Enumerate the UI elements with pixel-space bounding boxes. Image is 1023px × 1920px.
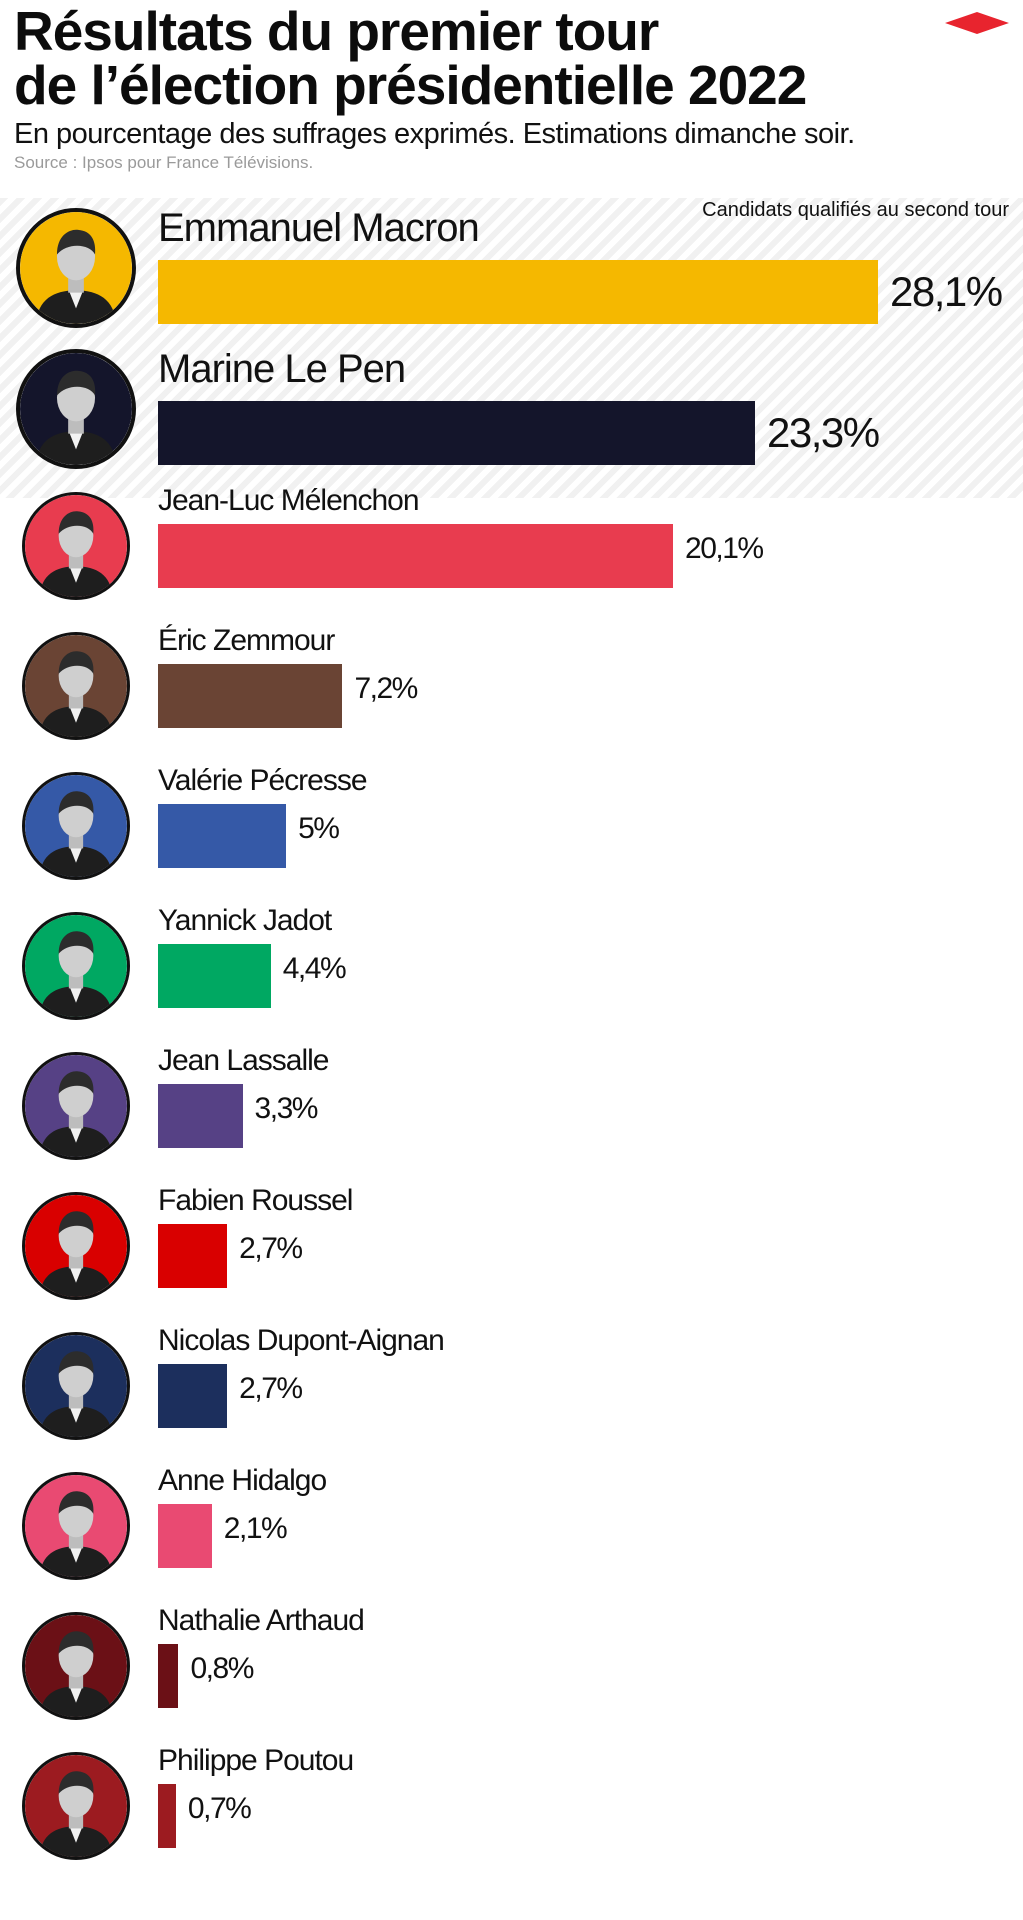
avatar-anne-hidalgo — [22, 1472, 130, 1580]
bar-fabien-roussel — [158, 1224, 228, 1288]
value-label: 4,4% — [282, 952, 347, 985]
chart-title: Résultats du premier tour de l’élection … — [14, 0, 974, 116]
value-label: 7,2% — [354, 672, 418, 705]
value-label: 0,8% — [190, 1652, 254, 1685]
chart-header: Résultats du premier tour de l’élection … — [14, 4, 974, 173]
candidate-row-nicolas-dupont-aignan: Nicolas Dupont-Aignan 2,7% — [0, 1320, 1023, 1460]
portrait-icon — [20, 212, 132, 324]
portrait-icon — [25, 635, 127, 737]
value-label: 0,7% — [187, 1792, 252, 1825]
avatar-jean-luc-melenchon — [22, 492, 130, 600]
value-label: 3,3% — [254, 1092, 319, 1125]
candidate-row-jean-lassalle: Jean Lassalle 3,3% — [0, 1040, 1023, 1180]
avatar-eric-zemmour — [22, 632, 130, 740]
candidate-bars: Emmanuel Macron 28,1% Marine Le Pen 23,3% Je… — [0, 198, 1023, 1880]
candidate-name: Nathalie Arthaud — [158, 1604, 365, 1637]
candidate-name: Philippe Poutou — [158, 1744, 354, 1777]
qualified-label: Candidats qualifiés au second tour — [702, 199, 1009, 221]
portrait-icon — [25, 1195, 127, 1297]
avatar-philippe-poutou — [22, 1752, 130, 1860]
candidate-name: Anne Hidalgo — [158, 1464, 327, 1497]
candidate-name: Yannick Jadot — [158, 904, 332, 937]
portrait-icon — [20, 353, 132, 465]
avatar-yannick-jadot — [22, 912, 130, 1020]
avatar-nathalie-arthaud — [22, 1612, 130, 1720]
bar-nathalie-arthaud — [158, 1644, 179, 1708]
bar-marine-le-pen — [158, 401, 755, 465]
title-line-2: de l’élection présidentielle 2022 — [14, 54, 807, 116]
candidate-name: Marine Le Pen — [158, 347, 406, 391]
portrait-icon — [25, 1055, 127, 1157]
candidate-name: Jean Lassalle — [158, 1044, 329, 1077]
candidate-row-emmanuel-macron: Emmanuel Macron 28,1% — [0, 198, 1023, 339]
bar-eric-zemmour — [158, 664, 343, 728]
avatar-valerie-pecresse — [22, 772, 130, 880]
bar-anne-hidalgo — [158, 1504, 212, 1568]
candidate-name: Emmanuel Macron — [158, 206, 480, 250]
avatar-emmanuel-macron — [16, 208, 136, 328]
candidate-row-marine-le-pen: Marine Le Pen 23,3% — [0, 339, 1023, 480]
portrait-icon — [25, 915, 127, 1017]
value-label: 28,1% — [890, 268, 1003, 315]
source-note: Source : Ipsos pour France Télévisions. — [14, 153, 314, 172]
value-label: 20,1% — [685, 532, 764, 565]
candidate-name: Jean-Luc Mélenchon — [158, 484, 420, 517]
value-label: 23,3% — [767, 409, 880, 456]
bar-jean-luc-melenchon — [158, 524, 674, 588]
title-line-1: Résultats du premier tour — [14, 0, 659, 62]
candidate-name: Nicolas Dupont-Aignan — [158, 1324, 445, 1357]
candidate-name: Fabien Roussel — [158, 1184, 353, 1217]
bar-philippe-poutou — [158, 1784, 176, 1848]
candidate-row-yannick-jadot: Yannick Jadot 4,4% — [0, 900, 1023, 1040]
portrait-icon — [25, 1755, 127, 1857]
value-label: 2,1% — [223, 1512, 288, 1545]
value-label: 2,7% — [239, 1372, 303, 1405]
portrait-icon — [25, 495, 127, 597]
avatar-nicolas-dupont-aignan — [22, 1332, 130, 1440]
bar-jean-lassalle — [158, 1084, 243, 1148]
candidate-row-valerie-pecresse: Valérie Pécresse 5% — [0, 760, 1023, 900]
avatar-fabien-roussel — [22, 1192, 130, 1300]
candidate-row-philippe-poutou: Philippe Poutou 0,7% — [0, 1740, 1023, 1880]
bar-valerie-pecresse — [158, 804, 287, 868]
portrait-icon — [25, 1615, 127, 1717]
portrait-icon — [25, 775, 127, 877]
bar-nicolas-dupont-aignan — [158, 1364, 228, 1428]
candidate-row-nathalie-arthaud: Nathalie Arthaud 0,8% — [0, 1600, 1023, 1740]
avatar-jean-lassalle — [22, 1052, 130, 1160]
candidate-row-fabien-roussel: Fabien Roussel 2,7% — [0, 1180, 1023, 1320]
chart-subtitle: En pourcentage des suffrages exprimés. E… — [14, 118, 855, 150]
value-label: 5% — [298, 812, 340, 845]
value-label: 2,7% — [239, 1232, 303, 1265]
portrait-icon — [25, 1475, 127, 1577]
candidate-row-eric-zemmour: Éric Zemmour 7,2% — [0, 620, 1023, 760]
candidate-row-anne-hidalgo: Anne Hidalgo 2,1% — [0, 1460, 1023, 1600]
bar-yannick-jadot — [158, 944, 271, 1008]
candidate-name: Valérie Pécresse — [158, 764, 368, 797]
logo-icon — [945, 12, 1009, 34]
bar-emmanuel-macron — [158, 260, 878, 324]
portrait-icon — [25, 1335, 127, 1437]
candidate-name: Éric Zemmour — [158, 624, 335, 657]
candidate-row-jean-luc-melenchon: Jean-Luc Mélenchon 20,1% — [0, 480, 1023, 620]
avatar-marine-le-pen — [16, 349, 136, 469]
